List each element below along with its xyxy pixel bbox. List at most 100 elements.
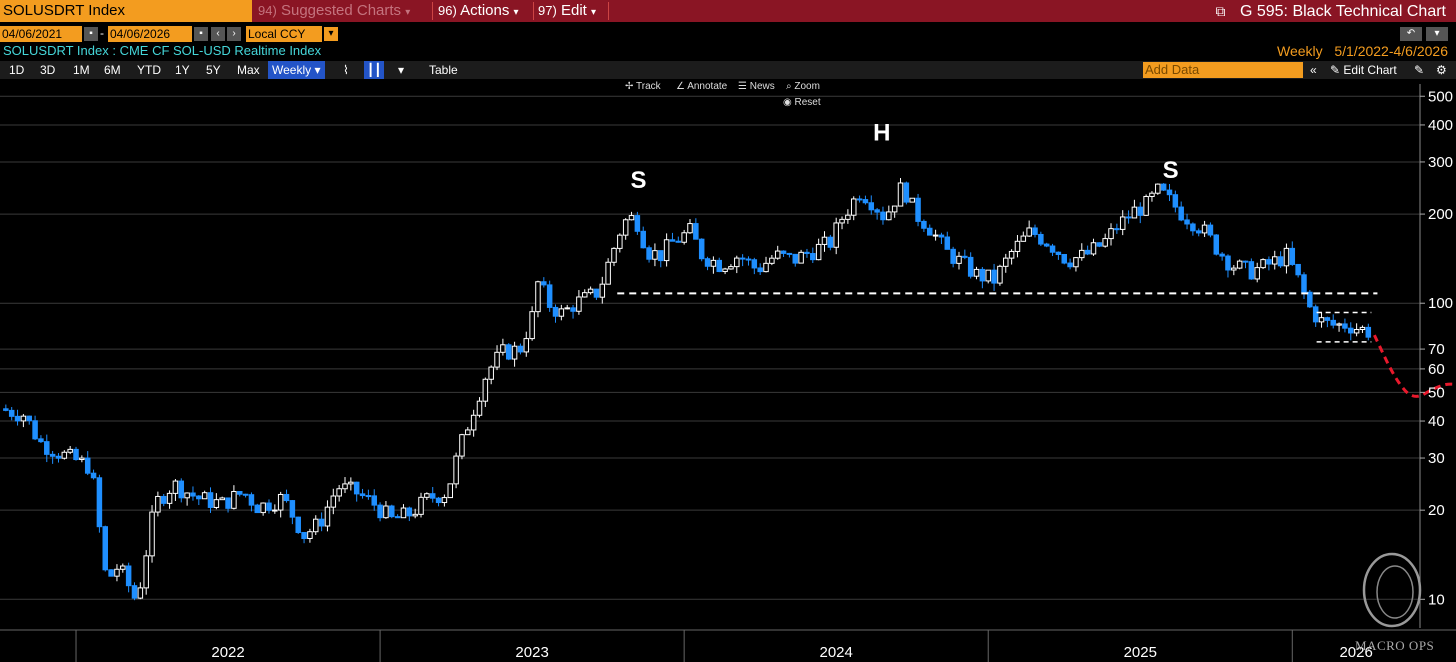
calendar-icon[interactable]: ▪: [194, 27, 208, 41]
suggested-charts-menu[interactable]: 94) Suggested Charts ▾: [258, 0, 410, 22]
settings-dropdown-icon[interactable]: ▾: [1426, 27, 1448, 41]
candle-body: [763, 262, 769, 273]
candle-body: [734, 257, 740, 268]
candle-body: [231, 491, 237, 509]
timeframe-button-6m[interactable]: 6M: [104, 63, 121, 77]
candle-body: [365, 495, 372, 498]
candle-body: [804, 251, 810, 255]
candle-body: [511, 345, 518, 360]
track-tool[interactable]: ✢ Track: [625, 80, 661, 94]
candle-body: [429, 493, 436, 499]
candle-body: [897, 182, 904, 207]
candle-body: [798, 251, 804, 264]
candle-body: [1003, 257, 1009, 267]
menu-divider: [608, 2, 609, 20]
pattern-label: S: [1163, 157, 1179, 184]
chevron-left-icon[interactable]: ‹: [211, 27, 225, 41]
line-chart-icon[interactable]: ⌇: [343, 63, 349, 77]
candle-body: [196, 495, 202, 500]
candle-body: [1102, 238, 1108, 247]
candle-body: [412, 513, 418, 517]
calendar-icon[interactable]: ▪: [84, 27, 98, 41]
period-label: Weekly: [1277, 43, 1323, 59]
candle-body: [546, 284, 553, 308]
candle-body: [710, 259, 717, 267]
chevron-down-icon[interactable]: ▾: [324, 27, 338, 41]
candle-body: [225, 497, 231, 509]
candlestick-icon[interactable]: ┃┃: [364, 61, 385, 79]
edit-num: 97): [538, 3, 557, 18]
gear-icon[interactable]: ⚙: [1436, 63, 1447, 77]
candle-body: [909, 197, 915, 203]
timeframe-button-1m[interactable]: 1M: [73, 63, 90, 77]
x-axis: 2022 2023 2024 2025 2026: [0, 629, 1456, 662]
candle-body: [90, 472, 97, 479]
candle-body: [79, 457, 85, 461]
candle-body: [131, 585, 138, 599]
candle-body: [1219, 253, 1225, 257]
edit-icon[interactable]: ✎: [1414, 63, 1425, 77]
timeframe-button-3d[interactable]: 3D: [40, 63, 56, 77]
candle-body: [441, 497, 448, 504]
edit-menu[interactable]: 97) Edit ▾: [538, 0, 596, 22]
candle-body: [400, 507, 407, 519]
timeframe-button-1d[interactable]: 1D: [9, 63, 25, 77]
edit-chart-label: Edit Chart: [1343, 63, 1397, 77]
collapse-icon[interactable]: «: [1310, 63, 1317, 77]
undo-icon[interactable]: ↶: [1400, 27, 1422, 41]
y-tick-label: 40: [1428, 413, 1445, 430]
candle-body: [997, 265, 1003, 284]
ticker-field[interactable]: SOLUSDRT Index: [0, 0, 252, 22]
candle-body: [166, 492, 173, 504]
suggested-charts-num: 94): [258, 3, 277, 18]
candle-body: [324, 506, 331, 527]
candle-body: [1119, 216, 1126, 230]
x-tick-label: 2023: [515, 644, 548, 661]
timeframe-button-1y[interactable]: 1Y: [175, 63, 190, 77]
candle-body: [628, 215, 635, 221]
candle-body: [318, 518, 325, 527]
candle-body: [389, 505, 395, 518]
timeframe-button-5y[interactable]: 5Y: [206, 63, 221, 77]
annotate-tool[interactable]: ∠ Annotate: [676, 80, 727, 94]
candle-body: [1330, 319, 1336, 326]
candle-body: [1207, 224, 1214, 236]
end-date-field[interactable]: 04/06/2026: [108, 26, 192, 42]
edit-chart-button[interactable]: ✎ Edit Chart: [1330, 61, 1397, 79]
candle-body: [891, 205, 898, 213]
candle-body: [1225, 255, 1231, 271]
news-tool[interactable]: ☰ News: [738, 80, 775, 94]
x-tick-label: 2024: [820, 644, 853, 661]
timeframe-button-ytd[interactable]: YTD: [137, 63, 161, 77]
chevron-down-icon[interactable]: ▾: [398, 63, 405, 77]
candle-body: [570, 307, 576, 312]
candle-body: [178, 480, 185, 499]
actions-label: Actions: [460, 2, 510, 19]
candle-body: [260, 502, 266, 514]
start-date-field[interactable]: 04/06/2021: [0, 26, 82, 42]
projection-line: [1373, 334, 1456, 398]
frequency-label: Weekly: [272, 63, 312, 77]
y-tick-label: 20: [1428, 502, 1445, 519]
candle-body: [810, 253, 816, 261]
suggested-charts-label: Suggested Charts: [280, 2, 402, 19]
candle-body: [1248, 261, 1255, 280]
actions-menu[interactable]: 96) Actions ▾: [438, 0, 519, 22]
watermark-logo: [1362, 552, 1422, 628]
frequency-select[interactable]: Weekly ▾: [268, 61, 325, 79]
add-data-input[interactable]: Add Data: [1143, 62, 1303, 78]
candle-body: [482, 378, 489, 402]
candle-body: [1079, 249, 1085, 259]
currency-select[interactable]: Local CCY: [246, 26, 322, 42]
zoom-tool[interactable]: ⌕ Zoom: [786, 80, 820, 94]
external-link-icon[interactable]: ⧉: [1215, 3, 1226, 19]
table-button[interactable]: Table: [429, 63, 458, 77]
page-title: ⧉ G 595: Black Technical Chart: [1216, 0, 1446, 22]
candle-body: [926, 227, 933, 236]
chevron-right-icon[interactable]: ›: [227, 27, 241, 41]
candle-body: [1231, 267, 1237, 271]
timeframe-button-max[interactable]: Max: [237, 63, 260, 77]
reset-button[interactable]: ◉ Reset: [783, 96, 821, 110]
candle-body: [371, 495, 377, 506]
